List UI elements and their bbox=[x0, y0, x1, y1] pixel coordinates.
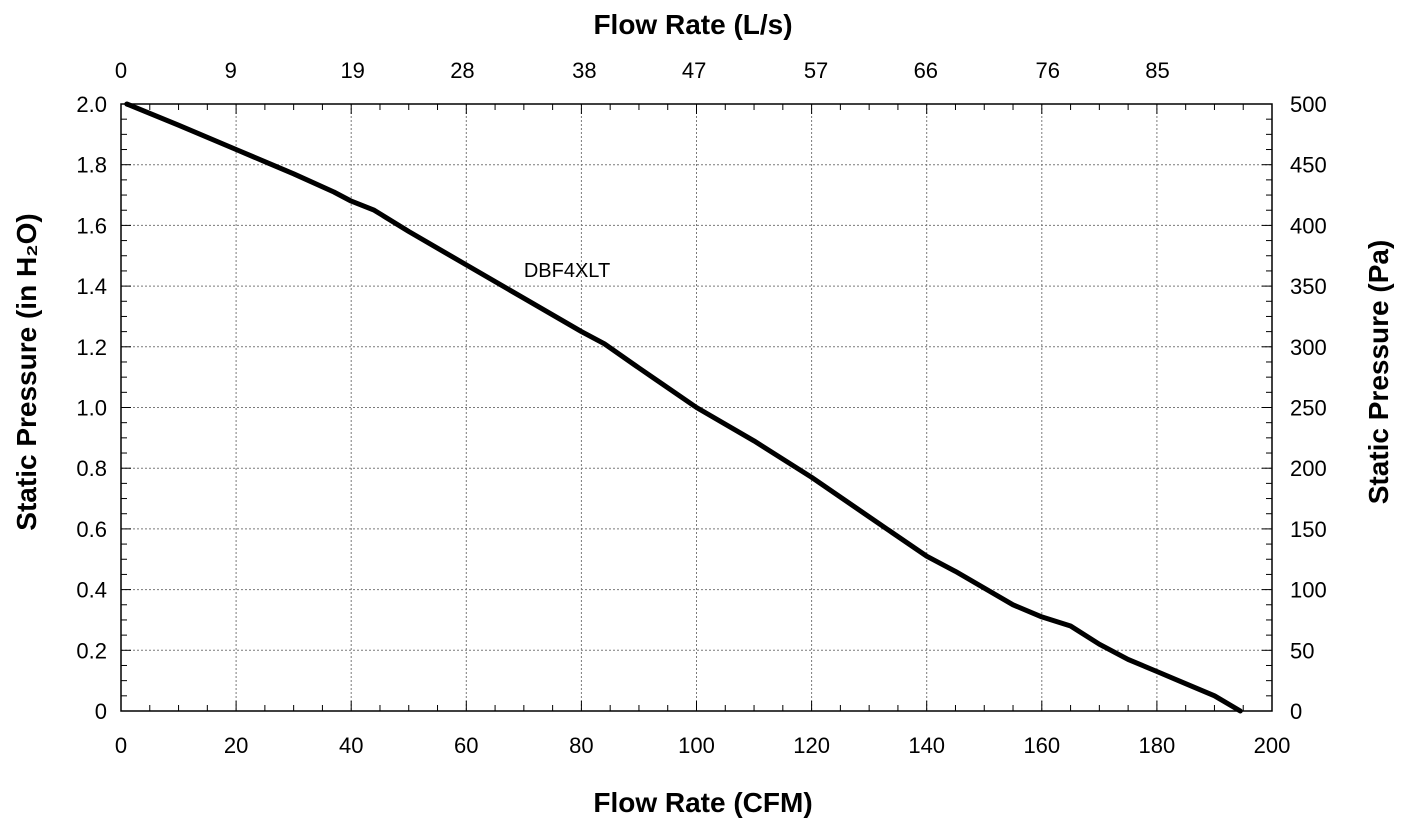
y-tick-label: 1.4 bbox=[76, 274, 107, 299]
x-tick-label: 120 bbox=[793, 733, 830, 758]
y2-tick-label: 500 bbox=[1290, 92, 1327, 117]
y2-tick-label: 150 bbox=[1290, 517, 1327, 542]
x2-tick-label: 66 bbox=[914, 58, 938, 83]
x-tick-label: 40 bbox=[339, 733, 363, 758]
y2-tick-label: 200 bbox=[1290, 456, 1327, 481]
y2-tick-label: 450 bbox=[1290, 153, 1327, 178]
series-label: DBF4XLT bbox=[524, 260, 610, 282]
x2-tick-label: 38 bbox=[572, 58, 596, 83]
y2-axis-title: Static Pressure (Pa) bbox=[1363, 240, 1394, 505]
x-tick-label: 60 bbox=[454, 733, 478, 758]
y-axis-title: Static Pressure (in H₂O) bbox=[11, 213, 42, 530]
x-tick-label: 0 bbox=[115, 733, 127, 758]
x-tick-label: 80 bbox=[569, 733, 593, 758]
y2-tick-label: 400 bbox=[1290, 213, 1327, 238]
y-tick-label: 1.2 bbox=[76, 335, 107, 360]
x2-tick-label: 0 bbox=[115, 58, 127, 83]
x2-tick-label: 19 bbox=[340, 58, 364, 83]
x-tick-label: 180 bbox=[1139, 733, 1176, 758]
y-tick-label: 0 bbox=[95, 699, 107, 724]
y-tick-label: 0.8 bbox=[76, 456, 107, 481]
x2-tick-label: 85 bbox=[1145, 58, 1169, 83]
y-tick-label: 2.0 bbox=[76, 92, 107, 117]
y2-tick-label: 100 bbox=[1290, 578, 1327, 603]
y-tick-label: 0.6 bbox=[76, 517, 107, 542]
y-tick-label: 1.8 bbox=[76, 153, 107, 178]
x2-axis-title: Flow Rate (L/s) bbox=[593, 9, 792, 40]
x-tick-label: 20 bbox=[224, 733, 248, 758]
y2-tick-label: 250 bbox=[1290, 396, 1327, 421]
y2-tick-label: 300 bbox=[1290, 335, 1327, 360]
y2-tick-label: 350 bbox=[1290, 274, 1327, 299]
x-tick-label: 100 bbox=[678, 733, 715, 758]
x2-tick-label: 47 bbox=[682, 58, 706, 83]
x2-tick-label: 9 bbox=[225, 58, 237, 83]
x-tick-label: 140 bbox=[908, 733, 945, 758]
x2-tick-label: 57 bbox=[804, 58, 828, 83]
y-tick-label: 0.4 bbox=[76, 578, 107, 603]
y-tick-label: 0.2 bbox=[76, 638, 107, 663]
y-tick-label: 1.0 bbox=[76, 396, 107, 421]
x2-tick-label: 28 bbox=[450, 58, 474, 83]
y-tick-label: 1.6 bbox=[76, 213, 107, 238]
x-tick-label: 200 bbox=[1254, 733, 1291, 758]
x2-tick-label: 76 bbox=[1036, 58, 1060, 83]
y2-tick-label: 0 bbox=[1290, 699, 1302, 724]
x-axis-title: Flow Rate (CFM) bbox=[593, 787, 812, 818]
y2-tick-label: 50 bbox=[1290, 638, 1314, 663]
x-tick-label: 160 bbox=[1023, 733, 1060, 758]
